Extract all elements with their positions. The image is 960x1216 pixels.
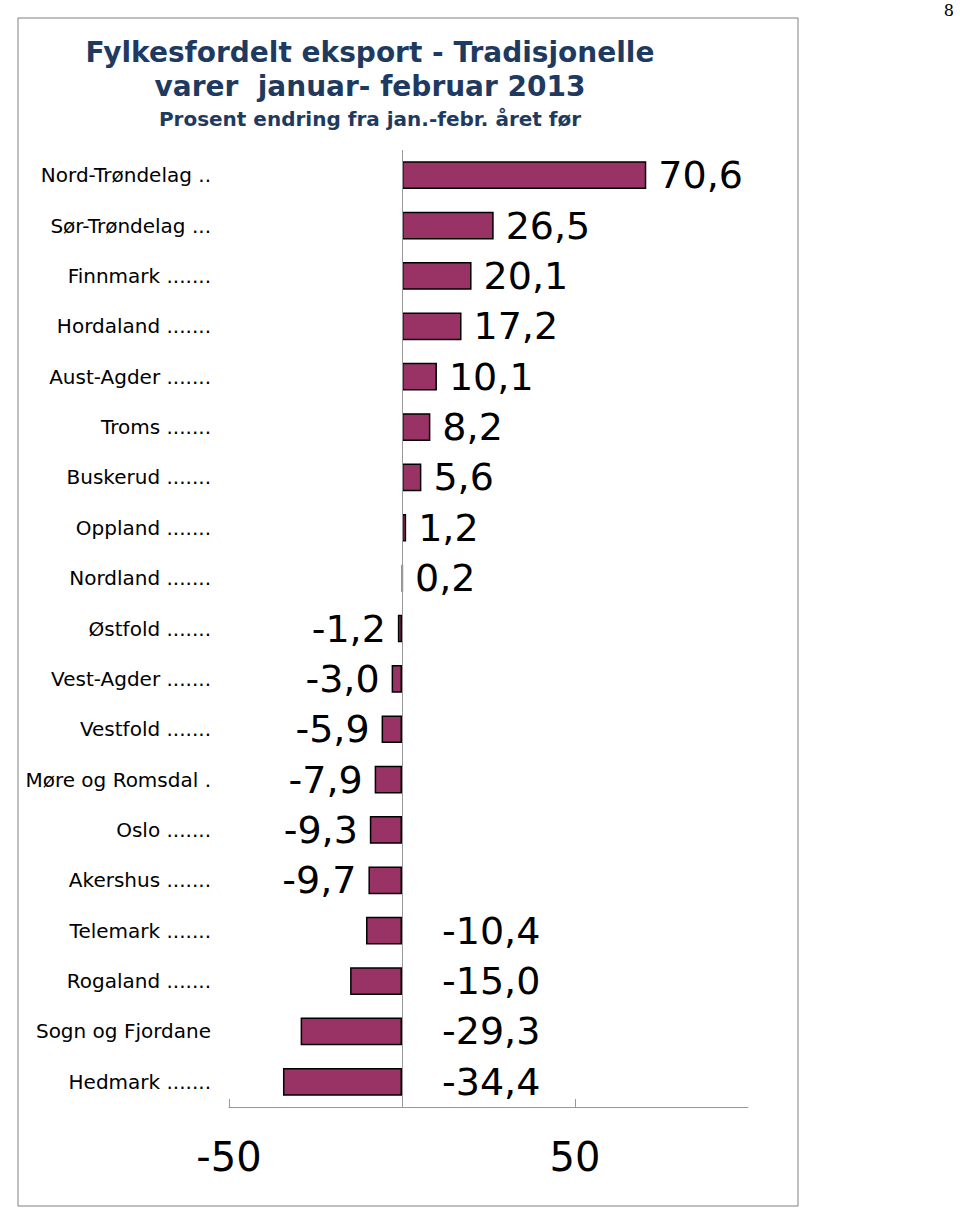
- svg-text:70,6: 70,6: [658, 153, 743, 197]
- svg-text:-34,4: -34,4: [442, 1060, 540, 1104]
- svg-text:Vestfold .......: Vestfold .......: [80, 717, 211, 741]
- svg-text:Hedmark .......: Hedmark .......: [69, 1070, 211, 1094]
- svg-text:Møre og Romsdal .: Møre og Romsdal .: [25, 768, 211, 792]
- svg-text:Nordland .......: Nordland .......: [69, 566, 211, 590]
- svg-text:Nord-Trøndelag ..: Nord-Trøndelag ..: [41, 163, 211, 187]
- svg-text:Prosent endring fra jan.-febr.: Prosent endring fra jan.-febr. året før: [159, 107, 581, 131]
- svg-text:26,5: 26,5: [506, 204, 591, 248]
- svg-text:Akershus .......: Akershus .......: [69, 868, 211, 892]
- svg-text:Østfold .......: Østfold .......: [89, 617, 211, 641]
- svg-text:10,1: 10,1: [449, 355, 534, 399]
- svg-text:8,2: 8,2: [442, 405, 502, 449]
- svg-text:50: 50: [550, 1134, 601, 1180]
- svg-text:varer januar- februar 2013: varer januar- februar 2013: [154, 70, 585, 103]
- svg-text:Troms .......: Troms .......: [100, 415, 211, 439]
- svg-text:Buskerud .......: Buskerud .......: [67, 465, 211, 489]
- svg-text:Vest-Agder .......: Vest-Agder .......: [51, 667, 211, 691]
- svg-text:Rogaland .......: Rogaland .......: [67, 969, 211, 993]
- svg-text:-15,0: -15,0: [442, 959, 540, 1003]
- svg-text:8: 8: [944, 1, 954, 20]
- svg-text:Oppland .......: Oppland .......: [76, 516, 211, 540]
- svg-text:1,2: 1,2: [418, 506, 478, 550]
- svg-text:5,6: 5,6: [433, 455, 493, 499]
- svg-text:Telemark .......: Telemark .......: [69, 919, 211, 943]
- svg-text:Hordaland .......: Hordaland .......: [57, 314, 211, 338]
- svg-text:-1,2: -1,2: [312, 607, 386, 651]
- svg-text:20,1: 20,1: [484, 254, 569, 298]
- svg-text:Sogn og Fjordane: Sogn og Fjordane: [36, 1019, 211, 1043]
- svg-text:Oslo .......: Oslo .......: [116, 818, 211, 842]
- svg-text:-5,9: -5,9: [295, 707, 369, 751]
- svg-text:-29,3: -29,3: [442, 1009, 540, 1053]
- svg-text:-10,4: -10,4: [442, 909, 540, 953]
- svg-text:-9,7: -9,7: [282, 858, 356, 902]
- svg-text:Aust-Agder .......: Aust-Agder .......: [49, 365, 211, 389]
- svg-text:17,2: 17,2: [474, 304, 559, 348]
- svg-text:-7,9: -7,9: [289, 758, 363, 802]
- svg-text:0,2: 0,2: [415, 556, 475, 600]
- svg-text:-3,0: -3,0: [305, 657, 379, 701]
- svg-text:Finnmark .......: Finnmark .......: [68, 264, 211, 288]
- svg-text:-9,3: -9,3: [284, 808, 358, 852]
- svg-text:Fylkesfordelt eksport - Tradis: Fylkesfordelt eksport - Tradisjonelle: [86, 36, 655, 69]
- svg-text:Sør-Trøndelag ...: Sør-Trøndelag ...: [50, 214, 211, 238]
- svg-text:-50: -50: [196, 1134, 261, 1180]
